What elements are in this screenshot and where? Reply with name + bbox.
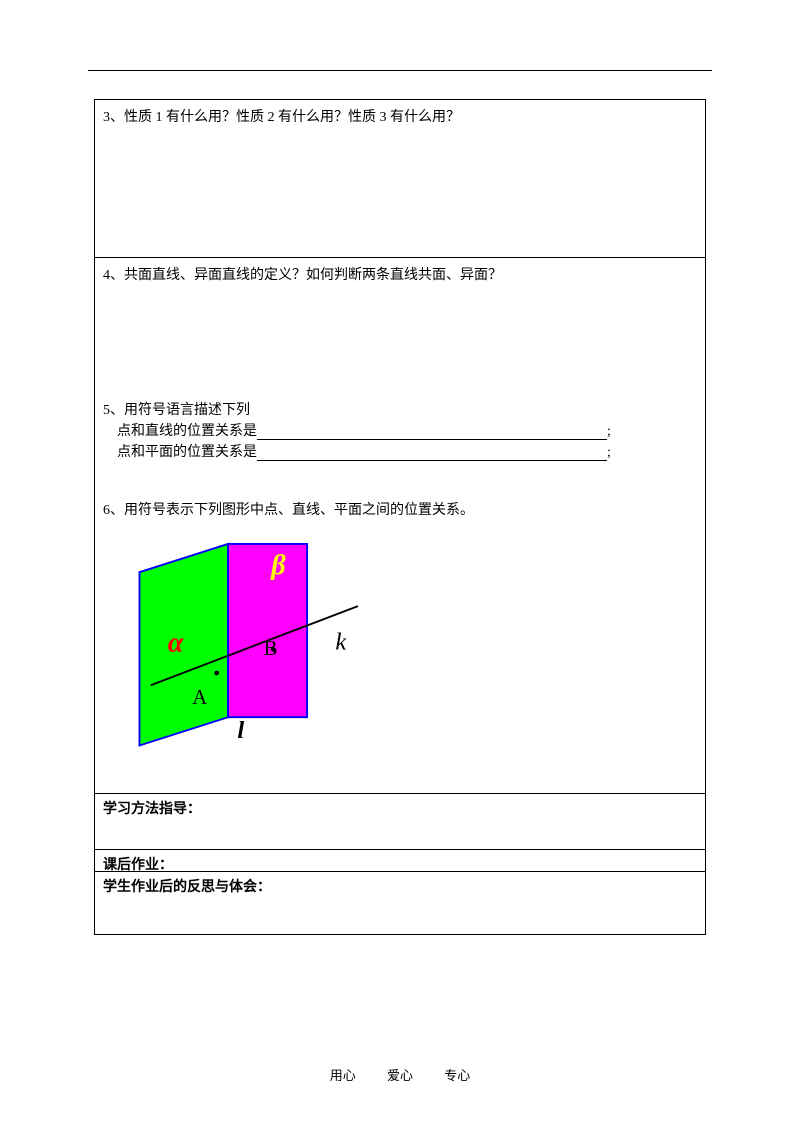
page: 3、性质 1 有什么用？性质 2 有什么用？性质 3 有什么用？ 4、共面直线、… — [0, 0, 800, 975]
label-k: k — [335, 628, 347, 655]
q5-semicolon-2: ; — [607, 445, 611, 460]
question-3-cell: 3、性质 1 有什么用？性质 2 有什么用？性质 3 有什么用？ — [95, 100, 705, 258]
footer: 用心 爱心 专心 — [0, 1065, 800, 1084]
question-5-line2: 点和平面的位置关系是; — [103, 442, 697, 463]
label-a: A — [192, 687, 207, 709]
diagram: α β A B k l — [109, 527, 379, 753]
method-guide-label: 学习方法指导： — [103, 802, 201, 817]
worksheet-box: 3、性质 1 有什么用？性质 2 有什么用？性质 3 有什么用？ 4、共面直线、… — [94, 99, 706, 935]
method-guide-cell: 学习方法指导： — [95, 794, 705, 850]
questions-4-5-6-cell: 4、共面直线、异面直线的定义？如何判断两条直线共面、异面？ 5、用符号语言描述下… — [95, 258, 705, 794]
label-beta: β — [270, 550, 286, 581]
question-6-text: 6、用符号表示下列图形中点、直线、平面之间的位置关系。 — [103, 499, 697, 519]
q5-blank-1 — [257, 439, 607, 440]
homework-cell: 课后作业： — [95, 850, 705, 872]
plane-alpha — [139, 544, 228, 746]
header-rule — [88, 70, 712, 71]
question-3-text: 3、性质 1 有什么用？性质 2 有什么用？性质 3 有什么用？ — [103, 106, 697, 126]
label-l: l — [237, 717, 244, 744]
question-5-head: 5、用符号语言描述下列 — [103, 400, 697, 421]
footer-b: 爱心 — [387, 1068, 413, 1083]
reflection-label: 学生作业后的反思与体会： — [103, 880, 271, 895]
reflection-cell: 学生作业后的反思与体会： — [95, 872, 705, 934]
q5-line2-label: 点和平面的位置关系是 — [117, 445, 257, 460]
homework-label: 课后作业： — [103, 858, 173, 873]
diagram-svg: α β A B k l — [109, 527, 379, 753]
footer-a: 用心 — [330, 1068, 356, 1083]
point-a — [214, 671, 219, 676]
q5-line1-label: 点和直线的位置关系是 — [117, 424, 257, 439]
footer-c: 专心 — [444, 1068, 470, 1083]
question-4-text: 4、共面直线、异面直线的定义？如何判断两条直线共面、异面？ — [103, 264, 697, 284]
question-5-line1: 点和直线的位置关系是; — [103, 421, 697, 442]
label-b: B — [264, 638, 278, 660]
q5-semicolon-1: ; — [607, 424, 611, 439]
label-alpha: α — [168, 627, 184, 658]
q5-blank-2 — [257, 460, 607, 461]
question-5: 5、用符号语言描述下列 点和直线的位置关系是; 点和平面的位置关系是; — [103, 400, 697, 463]
